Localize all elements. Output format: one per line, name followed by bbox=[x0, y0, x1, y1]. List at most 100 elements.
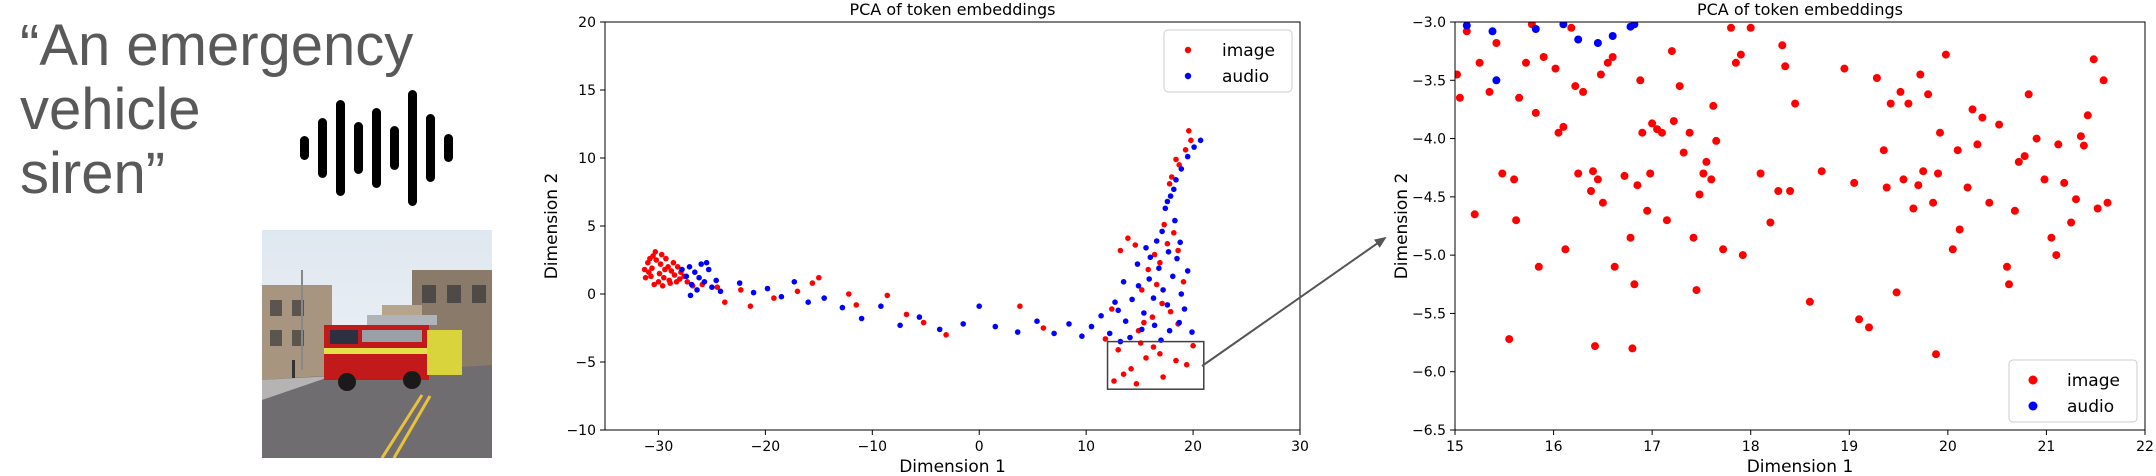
image-point bbox=[1667, 47, 1676, 56]
y-tick-label: −6.0 bbox=[1412, 365, 1446, 381]
image-point bbox=[1561, 245, 1570, 254]
image-point bbox=[1646, 169, 1655, 178]
image-point bbox=[1929, 198, 1938, 207]
audio-point bbox=[1153, 238, 1160, 244]
x-tick-label: 22 bbox=[2136, 439, 2154, 455]
image-point bbox=[2032, 134, 2041, 143]
audio-point bbox=[936, 326, 943, 333]
x-tick-label: 15 bbox=[1446, 439, 1464, 455]
image-point bbox=[1167, 308, 1174, 315]
image-point bbox=[2083, 111, 2092, 120]
image-point bbox=[1157, 259, 1163, 266]
audio-point bbox=[1574, 35, 1583, 44]
image-point bbox=[656, 270, 663, 277]
image-point bbox=[1879, 146, 1888, 155]
x-tick-label: 20 bbox=[1939, 439, 1957, 455]
image-point bbox=[684, 279, 691, 285]
image-point bbox=[1182, 147, 1189, 153]
image-point bbox=[1492, 39, 1501, 47]
image-point bbox=[1145, 266, 1151, 273]
audio-point bbox=[1129, 296, 1135, 303]
image-point bbox=[1190, 342, 1196, 349]
audio-point bbox=[1147, 254, 1154, 261]
image-point bbox=[1579, 87, 1588, 96]
x-tick-label: 10 bbox=[1077, 439, 1095, 455]
image-point bbox=[2010, 206, 2019, 215]
image-point bbox=[1865, 323, 1873, 332]
audio-point bbox=[1181, 306, 1188, 312]
audio-point bbox=[1184, 153, 1191, 160]
image-point bbox=[1574, 169, 1583, 178]
image-point bbox=[1658, 128, 1666, 137]
image-point bbox=[2052, 251, 2061, 260]
image-point bbox=[1522, 58, 1530, 67]
image-point bbox=[1978, 113, 1987, 122]
image-point bbox=[1712, 136, 1721, 145]
image-point bbox=[1512, 216, 1521, 225]
image-point bbox=[1709, 101, 1718, 110]
y-tick-label: 15 bbox=[578, 83, 596, 99]
audio-point bbox=[694, 287, 700, 293]
image-point bbox=[2103, 198, 2112, 207]
image-point bbox=[670, 259, 677, 266]
image-point bbox=[1699, 169, 1708, 178]
image-point bbox=[1781, 62, 1790, 71]
image-point bbox=[2040, 175, 2049, 184]
image-point bbox=[1531, 108, 1540, 117]
y-tick-label: −3.5 bbox=[1412, 73, 1446, 89]
image-point bbox=[771, 295, 777, 301]
audio-point bbox=[1034, 318, 1040, 325]
image-point bbox=[1180, 279, 1187, 285]
audio-point bbox=[1051, 330, 1057, 337]
image-point bbox=[2014, 157, 2023, 166]
image-point bbox=[1173, 156, 1179, 163]
audio-point bbox=[1593, 39, 1602, 47]
image-point bbox=[671, 272, 678, 278]
image-point bbox=[1151, 251, 1158, 258]
image-point bbox=[1160, 374, 1166, 380]
image-point bbox=[1872, 74, 1881, 82]
audio-point bbox=[1112, 299, 1118, 306]
image-point bbox=[1692, 286, 1701, 295]
image-point bbox=[2067, 218, 2076, 227]
image-point bbox=[1498, 169, 1507, 178]
image-point bbox=[903, 311, 910, 318]
image-point bbox=[1171, 230, 1177, 236]
image-point bbox=[2079, 141, 2088, 150]
image-point bbox=[1916, 70, 1925, 79]
audio-point bbox=[1166, 327, 1173, 334]
audio-point bbox=[692, 269, 698, 276]
audio-point bbox=[1191, 144, 1197, 150]
image-point bbox=[1587, 187, 1595, 195]
audio-point bbox=[1098, 313, 1104, 319]
audio-point bbox=[1120, 279, 1127, 285]
image-point bbox=[1117, 247, 1124, 254]
image-point bbox=[714, 284, 721, 291]
x-axis-label: Dimension 1 bbox=[899, 457, 1006, 476]
y-tick-label: −6.5 bbox=[1412, 423, 1446, 439]
audio-point bbox=[1197, 137, 1204, 144]
image-point bbox=[1109, 306, 1115, 312]
image-point bbox=[1159, 300, 1165, 307]
audio-point bbox=[1174, 255, 1180, 262]
image-point bbox=[674, 264, 681, 270]
x-tick-label: 20 bbox=[1184, 439, 1202, 455]
image-point bbox=[738, 287, 744, 293]
audio-point bbox=[1559, 22, 1568, 29]
image-point bbox=[1904, 99, 1913, 108]
image-point bbox=[1120, 371, 1127, 378]
image-point bbox=[663, 255, 669, 262]
x-axis-label: Dimension 1 bbox=[1747, 457, 1854, 476]
audio-point bbox=[1127, 334, 1133, 341]
x-tick-label: 19 bbox=[1840, 439, 1858, 455]
image-point bbox=[1840, 64, 1849, 73]
audio-waveform-icon bbox=[300, 90, 453, 206]
image-point bbox=[1128, 366, 1134, 372]
image-point bbox=[1817, 167, 1826, 176]
image-point bbox=[1669, 117, 1678, 126]
image-point bbox=[648, 273, 654, 280]
caption-line-1: “An emergency vehicle bbox=[20, 13, 414, 142]
image-point bbox=[1125, 235, 1131, 241]
y-tick-label: −10 bbox=[566, 423, 596, 439]
legend-label-image: image bbox=[2067, 371, 2120, 391]
